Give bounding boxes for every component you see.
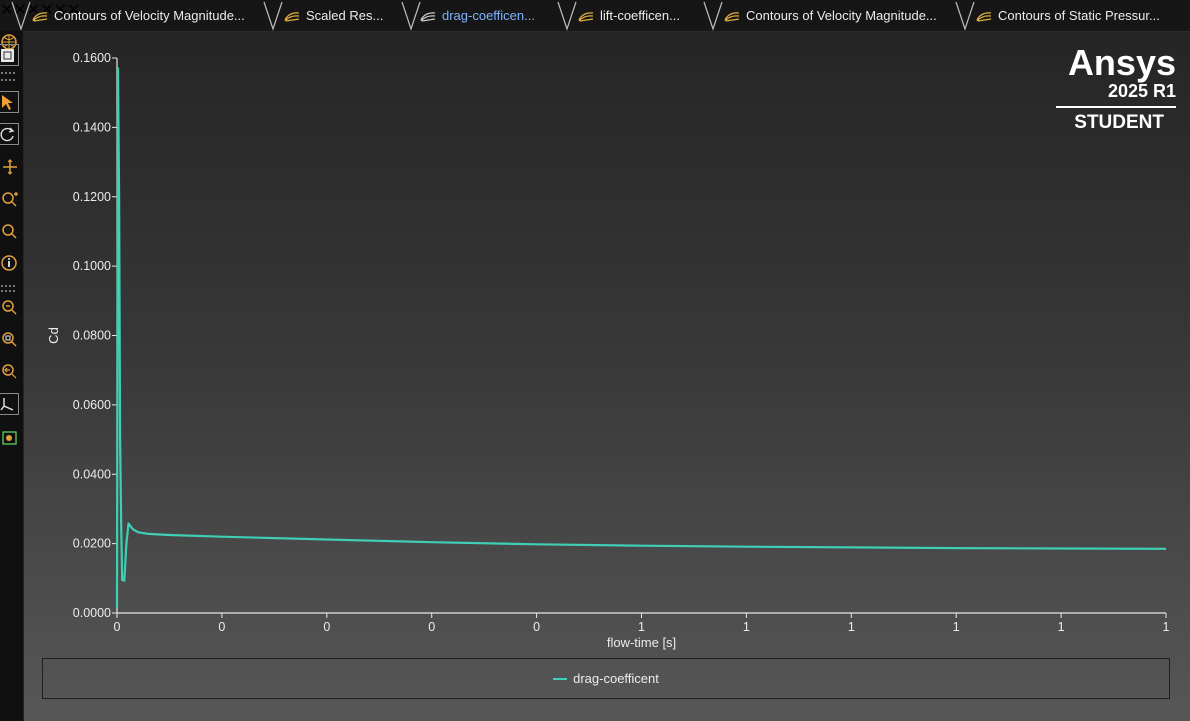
tab-separator xyxy=(11,1,31,31)
toolbar-grip xyxy=(1,285,15,287)
legend-label: drag-coefficent xyxy=(573,671,659,686)
view-visibility-tool[interactable] xyxy=(0,426,20,448)
tab-label: Contours of Velocity Magnitude... xyxy=(54,8,245,23)
x-tick-label: 0 xyxy=(218,620,225,634)
tab-separator xyxy=(557,1,577,31)
y-tick-label: 0.0800 xyxy=(73,329,111,343)
x-tick-label: 1 xyxy=(638,620,645,634)
x-axis-label: flow-time [s] xyxy=(607,635,676,650)
zoom-previous-tool[interactable] xyxy=(0,360,20,382)
tab-bar: Contours of Velocity Magnitude... ✕ Scaled… xyxy=(0,0,1190,32)
tab-4[interactable]: lift-coefficen... xyxy=(578,0,680,31)
chart-legend[interactable]: drag-coefficent xyxy=(42,658,1170,699)
graphics-toolbar xyxy=(0,31,24,721)
drag-coefficient-chart[interactable]: 0.0000 0.0200 0.0400 0.0600 0.0800 0.1000 0.12… xyxy=(24,32,1190,721)
plot-tab-icon xyxy=(976,11,992,22)
x-tick-label: 1 xyxy=(1058,620,1065,634)
fit-view-tool[interactable] xyxy=(0,44,19,66)
toolbar-grip xyxy=(1,290,15,292)
logo-version: 2025 R1 xyxy=(1107,81,1176,101)
x-tick-label: 1 xyxy=(1163,620,1170,634)
y-tick-label: 0.1400 xyxy=(73,120,111,134)
y-tick-label: 0.1200 xyxy=(73,190,111,204)
logo-edition: STUDENT xyxy=(1074,112,1164,133)
x-tick-label: 0 xyxy=(533,620,540,634)
logo-brand: Ansys xyxy=(1067,42,1176,83)
zoom-icon xyxy=(2,224,17,239)
y-tick-label: 0.0600 xyxy=(73,398,111,412)
y-tick-label: 0.1000 xyxy=(73,259,111,273)
toolbar-grip xyxy=(1,72,15,74)
plot-window[interactable]: 0.0000 0.0200 0.0400 0.0600 0.0800 0.1000 0.12… xyxy=(24,32,1190,721)
zoom-box-tool[interactable] xyxy=(0,328,20,350)
axes-tool[interactable] xyxy=(0,393,19,415)
y-tick-label: 0.0400 xyxy=(73,467,111,481)
zoom-in-out-tool[interactable] xyxy=(0,188,20,210)
tab-separator xyxy=(401,1,421,31)
zoom-previous-icon xyxy=(2,364,17,379)
plot-tab-icon xyxy=(284,11,300,22)
fit-view-icon xyxy=(1,49,14,62)
tab-close-icon[interactable]: ✕ xyxy=(53,2,68,19)
plot-tab-icon xyxy=(420,11,436,22)
zoom-in-out-icon xyxy=(2,192,18,207)
rotate-tool[interactable] xyxy=(0,123,19,145)
x-tick-label: 1 xyxy=(953,620,960,634)
toolbar-grip xyxy=(1,79,15,81)
plot-tab-icon xyxy=(724,11,740,22)
ansys-logo: Ansys 2025 R1 STUDENT xyxy=(1056,44,1176,134)
select-pointer-icon xyxy=(2,95,13,110)
zoom-fit-icon xyxy=(2,300,17,315)
legend-swatch xyxy=(553,677,568,680)
tab-3[interactable]: drag-coefficen... xyxy=(420,0,535,31)
axes-icon xyxy=(0,398,14,411)
y-tick-label: 0.0000 xyxy=(73,606,111,620)
tab-close-icon[interactable]: ✕ xyxy=(67,2,81,19)
y-tick-label: 0.0200 xyxy=(73,537,111,551)
x-tick-label: 0 xyxy=(428,620,435,634)
tab-separator xyxy=(703,1,723,31)
series-line-drag-coefficent xyxy=(115,67,1167,608)
pan-tool[interactable] xyxy=(0,156,20,178)
tab-label: Contours of Static Pressur... xyxy=(998,8,1160,23)
zoom-fit-tool[interactable] xyxy=(0,296,20,318)
rotate-icon xyxy=(0,127,15,142)
tab-2[interactable]: Scaled Res... xyxy=(284,0,383,31)
info-icon xyxy=(1,255,17,271)
tab-5[interactable]: Contours of Velocity Magnitude... xyxy=(724,0,937,31)
zoom-box-icon xyxy=(2,332,17,347)
tab-separator xyxy=(263,1,283,31)
tab-separator xyxy=(955,1,975,31)
x-tick-label: 0 xyxy=(114,620,121,634)
pan-icon xyxy=(3,159,17,175)
x-tick-label: 1 xyxy=(848,620,855,634)
tab-label: drag-coefficen... xyxy=(442,8,535,23)
y-tick-label: 0.1600 xyxy=(73,51,111,65)
tab-1[interactable]: Contours of Velocity Magnitude... xyxy=(32,0,245,31)
plot-tab-icon xyxy=(578,11,594,22)
x-tick-label: 0 xyxy=(323,620,330,634)
info-tool[interactable] xyxy=(0,252,20,274)
tab-close-icon[interactable]: ✕ xyxy=(0,2,14,19)
tab-label: Contours of Velocity Magnitude... xyxy=(746,8,937,23)
select-pointer-tool[interactable] xyxy=(0,91,19,113)
y-axis-label: Cd xyxy=(46,327,61,344)
tab-label: lift-coefficen... xyxy=(600,8,680,23)
view-visibility-icon xyxy=(2,431,17,445)
x-tick-label: 1 xyxy=(743,620,750,634)
zoom-tool[interactable] xyxy=(0,220,20,242)
tab-6[interactable]: Contours of Static Pressur... xyxy=(976,0,1160,31)
logo-rule xyxy=(1056,106,1176,108)
plot-tab-icon xyxy=(32,11,48,22)
tab-label: Scaled Res... xyxy=(306,8,384,23)
